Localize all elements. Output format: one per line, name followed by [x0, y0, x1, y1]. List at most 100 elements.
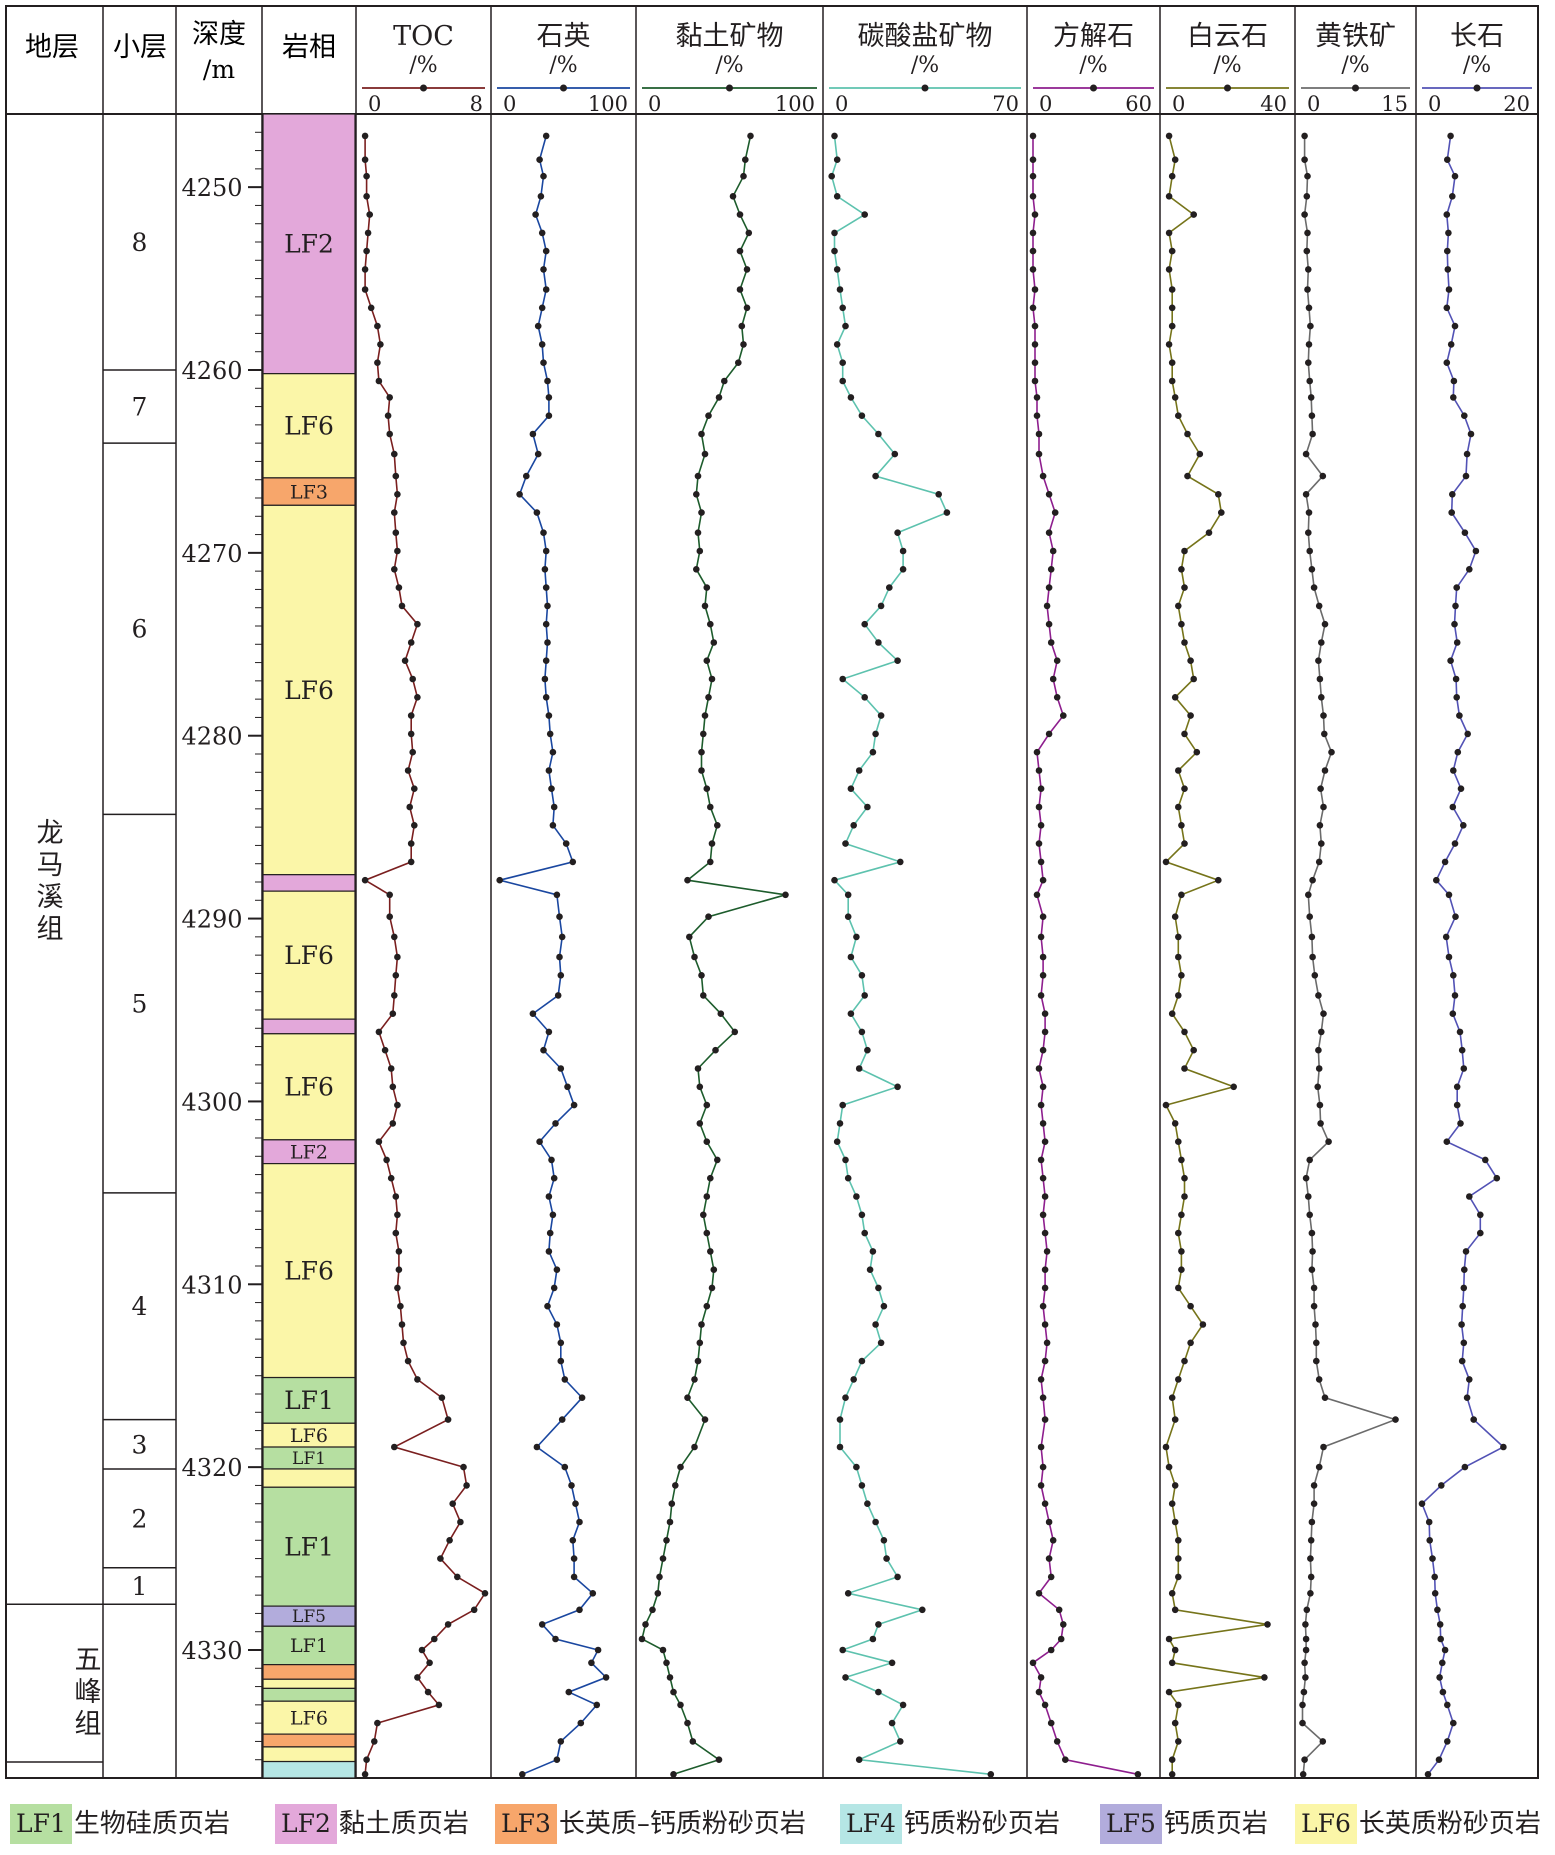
track-title-7: 长石 [1450, 21, 1504, 52]
data-point [1436, 1621, 1444, 1628]
data-point [1230, 1083, 1237, 1091]
data-point [577, 1719, 585, 1727]
data-point [1318, 1028, 1325, 1036]
data-point [1464, 730, 1471, 738]
data-point [839, 377, 846, 385]
data-point [361, 132, 369, 140]
legend-item-lf2: LF2 黏土质页岩 [275, 1804, 469, 1844]
data-point [689, 1738, 697, 1745]
data-point [714, 1156, 721, 1164]
data-point [407, 730, 415, 738]
data-point [569, 1537, 577, 1544]
data-point [1310, 584, 1318, 591]
data-point [568, 1482, 575, 1489]
track-title-4: 方解石 [1053, 21, 1134, 52]
data-point [407, 639, 415, 646]
data-point [557, 1357, 565, 1365]
data-point [705, 412, 712, 420]
data-point [1031, 359, 1039, 367]
data-point [544, 1302, 551, 1310]
data-point [861, 1229, 868, 1237]
data-point [449, 1500, 457, 1507]
data-point [361, 876, 369, 884]
data-point [1051, 509, 1059, 516]
track-legend-dot [1352, 84, 1359, 92]
data-point [1178, 1266, 1185, 1273]
track-scale-max: 60 [1125, 92, 1152, 116]
data-point [1041, 1010, 1049, 1017]
data-point [1463, 450, 1471, 458]
data-point [1315, 992, 1322, 999]
data-point [701, 602, 709, 610]
header-stratum: 地层 [25, 32, 79, 63]
data-point [839, 1101, 846, 1109]
data-point [1310, 1500, 1318, 1507]
data-point [853, 1463, 860, 1471]
data-point [1445, 953, 1453, 961]
data-point [1168, 1659, 1176, 1667]
data-point [880, 1302, 888, 1310]
data-point [1055, 1606, 1063, 1614]
data-point [1310, 1302, 1318, 1310]
data-point [1178, 1211, 1185, 1219]
data-point [549, 1211, 557, 1219]
data-point [1041, 1701, 1049, 1709]
data-point [1444, 156, 1451, 163]
data-point [1439, 1688, 1447, 1696]
data-point [693, 491, 700, 498]
data-point [538, 341, 546, 348]
data-point [394, 491, 401, 498]
data-point [1318, 840, 1325, 847]
header-lithofacies: 岩相 [282, 32, 336, 63]
data-point [1303, 1606, 1311, 1614]
data-point [875, 1688, 882, 1696]
track-scale-min: 0 [835, 92, 848, 116]
data-point [1171, 1606, 1179, 1614]
data-point [721, 377, 728, 385]
data-point [1308, 1229, 1316, 1237]
data-point [1316, 1101, 1324, 1109]
data-point [1045, 529, 1053, 536]
data-point [691, 1376, 698, 1383]
data-point [1317, 785, 1324, 792]
data-point [1312, 1321, 1319, 1328]
data-point [414, 620, 421, 628]
data-point [1175, 1376, 1182, 1383]
lithofacies-label: LF2 [290, 1141, 328, 1163]
data-point [1031, 211, 1039, 218]
data-point [1429, 1555, 1436, 1562]
data-point [1035, 430, 1043, 438]
data-point [1470, 1416, 1477, 1423]
data-point [1175, 1537, 1182, 1544]
data-point [1435, 1756, 1443, 1763]
data-point [570, 1101, 578, 1109]
data-point [523, 472, 530, 480]
data-point [1041, 1284, 1049, 1292]
data-point [381, 1046, 389, 1054]
data-point [1168, 1590, 1176, 1597]
data-point [1047, 1646, 1055, 1654]
data-point [545, 412, 553, 420]
data-point [670, 1771, 677, 1778]
data-point [1301, 211, 1308, 218]
data-point [836, 1416, 844, 1423]
data-point [1436, 1674, 1443, 1681]
data-point [738, 322, 746, 330]
data-point [899, 1701, 907, 1709]
data-point [707, 620, 714, 628]
data-point [1045, 620, 1053, 628]
depth-tick-label: 4280 [181, 723, 242, 751]
data-point [391, 450, 398, 458]
series-line-5 [1164, 135, 1268, 1775]
data-point [836, 1120, 844, 1127]
data-point [540, 529, 547, 536]
track-legend-dot [1090, 84, 1097, 92]
data-point [1039, 1174, 1047, 1182]
data-point [1463, 1394, 1471, 1401]
data-point [1199, 1321, 1207, 1328]
data-point [391, 566, 398, 573]
data-point [542, 657, 550, 664]
data-point [400, 1339, 407, 1347]
lithofacies-label: LF6 [290, 1707, 328, 1729]
data-point [546, 730, 554, 738]
